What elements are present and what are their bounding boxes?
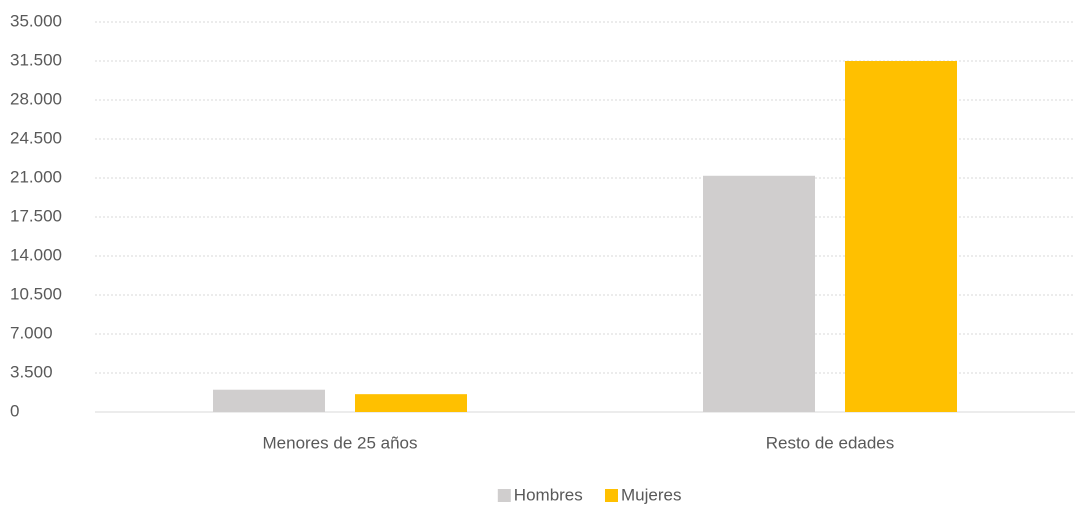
y-tick-label: 31.500 xyxy=(10,50,62,69)
y-tick-label: 24.500 xyxy=(10,128,62,147)
bar xyxy=(355,394,467,412)
y-tick-label: 17.500 xyxy=(10,206,62,225)
x-tick-label: Resto de edades xyxy=(766,433,895,452)
legend-label: Mujeres xyxy=(621,485,681,504)
legend-swatch xyxy=(497,489,511,502)
bar xyxy=(703,175,815,412)
legend-swatch xyxy=(605,489,618,502)
x-tick-label: Menores de 25 años xyxy=(263,433,418,452)
bar xyxy=(845,61,957,412)
y-tick-label: 35.000 xyxy=(10,11,62,30)
y-tick-label: 3.500 xyxy=(10,362,53,381)
y-tick-label: 0 xyxy=(10,401,19,420)
bar xyxy=(213,389,325,412)
y-tick-label: 28.000 xyxy=(10,89,62,108)
y-tick-label: 7.000 xyxy=(10,323,53,342)
legend-label: Hombres xyxy=(514,485,583,504)
y-tick-label: 10.500 xyxy=(10,284,62,303)
y-tick-label: 14.000 xyxy=(10,245,62,264)
y-tick-label: 21.000 xyxy=(10,167,62,186)
